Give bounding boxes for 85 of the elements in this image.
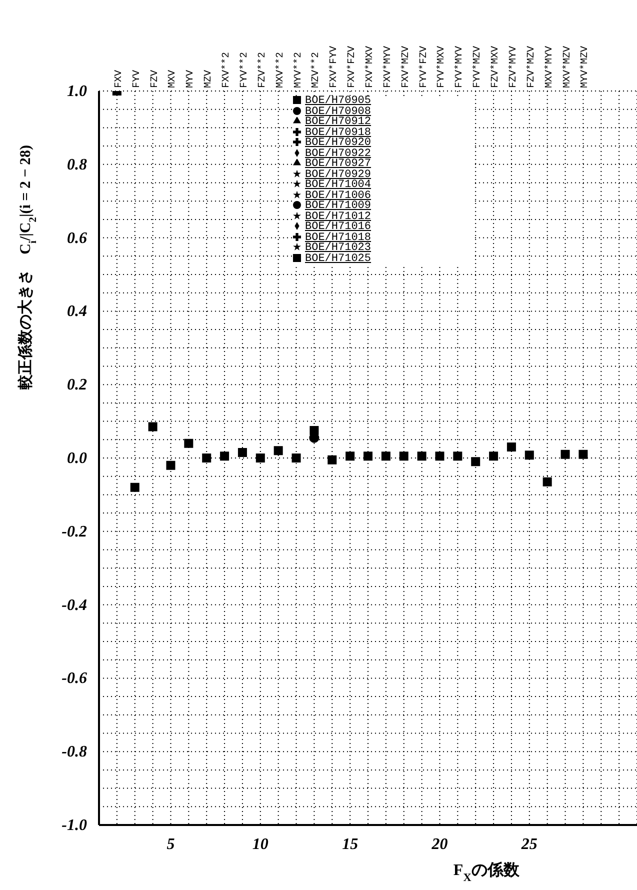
text: MXV*MZV	[561, 46, 574, 88]
point	[130, 482, 140, 492]
text: FZV*MYV	[507, 46, 520, 88]
legend-label: BOE/H70918	[305, 126, 372, 138]
text: FYV*MZV	[472, 46, 484, 88]
text: FXV	[114, 70, 125, 88]
x-tick-label: 10	[252, 836, 268, 853]
text: FXV*FZV	[346, 46, 358, 88]
point	[184, 438, 194, 448]
point	[417, 452, 426, 461]
text: FXV*MXV	[364, 46, 376, 88]
text: FYV*MYV	[454, 46, 466, 88]
legend-label: BOE/H70922	[305, 148, 372, 160]
point	[471, 457, 480, 466]
text: FXV*FYV	[328, 46, 340, 88]
point	[346, 452, 355, 461]
text: MXV*MYV	[543, 46, 556, 88]
x-tick-label: 5	[166, 836, 175, 853]
point	[506, 442, 516, 452]
y-tick-label: 0.6	[67, 230, 87, 247]
text: MXV**2	[274, 52, 286, 88]
point	[202, 454, 212, 462]
legend-label: BOE/H70927	[305, 158, 372, 170]
text: FZV*MXV	[490, 46, 502, 88]
legend-label: BOE/H70905	[305, 95, 372, 107]
text: FZV**2	[256, 52, 268, 88]
text: MYV	[186, 70, 197, 88]
x-tick-label: 25	[520, 836, 538, 853]
y-tick-label: -0.4	[62, 596, 87, 614]
legend-label: BOE/H71012	[305, 210, 372, 222]
y-tick-label: 0.0	[67, 450, 87, 467]
text: MZV	[204, 70, 215, 88]
text: FYV*FZV	[418, 46, 430, 88]
point	[435, 452, 444, 461]
point	[399, 452, 408, 461]
point	[578, 450, 588, 459]
legend-label: BOE/H71018	[305, 232, 372, 244]
legend-label: BOE/H71023	[305, 242, 372, 254]
legend-label: BOE/H71006	[305, 190, 372, 202]
point	[292, 454, 301, 462]
text: FYV**2	[238, 52, 250, 88]
x-axis-title: F$_{X}$の係数	[453, 861, 520, 884]
text: MZV**2	[310, 52, 322, 88]
legend-label: BOE/H71025	[305, 252, 372, 264]
point	[381, 452, 390, 461]
y-tick-label: 0.8	[67, 156, 87, 174]
legend-label: BOE/H71009	[305, 200, 372, 212]
text: FXV*MZV	[400, 46, 412, 88]
legend-label: BOE/H70912	[305, 116, 372, 128]
x-tick-label: 15	[342, 836, 358, 853]
text: FYV*MXV	[436, 46, 448, 88]
legend-label: BOE/H70908	[305, 106, 372, 118]
y-tick-label: -0.6	[62, 670, 87, 688]
legend-label: BOE/H70929	[305, 168, 372, 180]
point	[489, 452, 498, 461]
point	[453, 452, 462, 461]
point	[220, 452, 230, 461]
y-tick-label: -1.0	[62, 817, 87, 834]
point	[364, 452, 372, 461]
text: FXV**2	[220, 52, 233, 88]
y-tick-label: 0.4	[67, 303, 87, 320]
point	[148, 422, 158, 432]
y-tick-label: -0.2	[62, 523, 87, 540]
legend-label: BOE/H71004	[305, 179, 372, 191]
point	[166, 460, 176, 470]
text: FYV	[132, 70, 143, 88]
x-tick-label: 20	[430, 836, 448, 853]
point	[256, 454, 265, 462]
text: FXV*MYV	[382, 46, 394, 88]
legend-label: BOE/H70920	[305, 137, 372, 149]
point	[542, 477, 552, 486]
point	[560, 450, 570, 459]
point	[274, 446, 283, 456]
point	[238, 448, 247, 457]
text: MXV	[168, 70, 179, 88]
legend-label: BOE/H71016	[305, 221, 372, 233]
y-tick-label: 1.0	[67, 83, 87, 100]
text: MYV**2	[292, 52, 304, 88]
text: FZV	[150, 70, 161, 88]
y-tick-label: -0.8	[62, 744, 87, 761]
y-tick-label: 0.2	[67, 376, 87, 394]
point	[328, 455, 337, 464]
point	[524, 450, 534, 460]
text: FZV*MZV	[525, 46, 538, 88]
text: MYV*MZV	[579, 46, 592, 88]
